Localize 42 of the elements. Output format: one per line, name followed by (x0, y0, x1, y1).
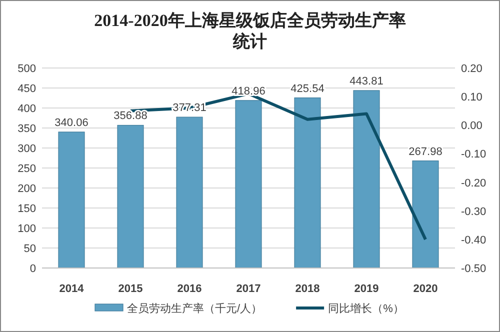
y-tick-label: 350 (18, 123, 36, 135)
bar (117, 124, 144, 268)
y2-tick-label: -0.10 (461, 148, 486, 161)
data-label: 425.54 (290, 82, 324, 95)
data-label: 356.88 (114, 110, 148, 122)
data-label: 418.96 (232, 85, 266, 98)
y-tick-label: 50 (24, 243, 36, 255)
data-label: 340.06 (54, 116, 88, 129)
y2-tick-label: -0.40 (461, 234, 486, 246)
bar (235, 100, 262, 268)
bar (176, 116, 203, 268)
bar (412, 160, 439, 268)
y-tick-label: 300 (18, 143, 36, 155)
y-tick-label: 250 (18, 163, 36, 175)
y-tick-label: 200 (18, 183, 36, 195)
data-label: 267.98 (408, 146, 442, 158)
chart-title: 2014-2020年上海星级饭店全员劳动生产率统计 (94, 11, 406, 51)
y-tick-label: 100 (18, 223, 36, 235)
y2-tick-label: -0.50 (461, 263, 486, 275)
y2-tick-label: 0.00 (461, 120, 482, 132)
y-tick-label: 450 (18, 83, 36, 95)
bar (58, 132, 85, 268)
legend-label: 全员劳动生产率（千元/人） (127, 302, 262, 315)
y2-tick-label: 0.10 (461, 92, 482, 104)
y2-tick-label: -0.30 (461, 206, 486, 218)
x-tick-label: 2020 (413, 283, 438, 295)
bar (294, 97, 321, 268)
y-tick-label: 150 (18, 203, 36, 215)
y-tick-label: 500 (18, 63, 36, 75)
y-tick-label: 400 (18, 103, 36, 115)
legend-label: 同比增长（%） (328, 302, 404, 315)
y-tick-label: 0 (30, 263, 36, 275)
x-tick-label: 2016 (177, 283, 202, 295)
x-tick-label: 2018 (295, 283, 320, 295)
bar (353, 90, 380, 268)
x-tick-label: 2015 (118, 283, 143, 295)
x-tick-label: 2017 (236, 283, 261, 295)
y2-tick-label: 0.20 (461, 63, 482, 75)
y2-tick-label: -0.20 (461, 177, 486, 190)
x-tick-label: 2014 (59, 283, 85, 295)
x-tick-label: 2019 (354, 283, 379, 295)
data-label: 443.81 (350, 75, 384, 88)
